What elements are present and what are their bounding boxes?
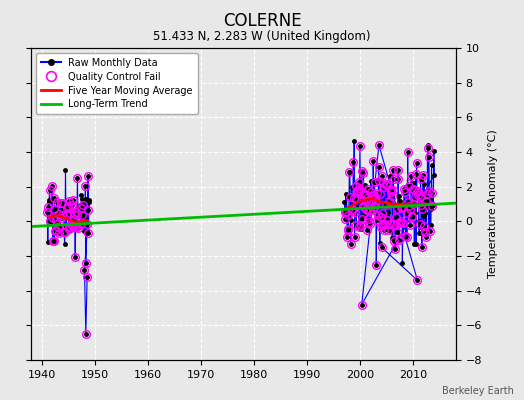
Text: 51.433 N, 2.283 W (United Kingdom): 51.433 N, 2.283 W (United Kingdom) (153, 30, 371, 43)
Text: COLERNE: COLERNE (223, 12, 301, 30)
Legend: Raw Monthly Data, Quality Control Fail, Five Year Moving Average, Long-Term Tren: Raw Monthly Data, Quality Control Fail, … (36, 53, 198, 114)
Text: Berkeley Earth: Berkeley Earth (442, 386, 514, 396)
Y-axis label: Temperature Anomaly (°C): Temperature Anomaly (°C) (488, 130, 498, 278)
